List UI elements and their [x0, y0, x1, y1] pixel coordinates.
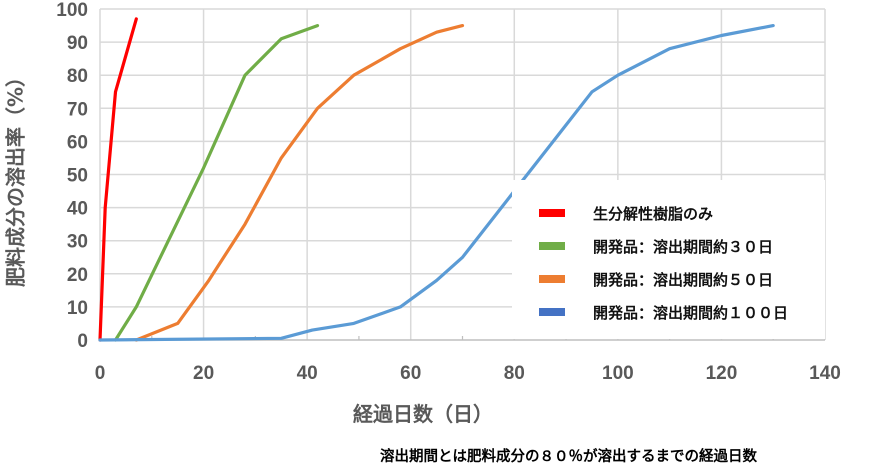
tick-labels: 0 10 20 30 40 50 60 70 80 90 100 0 20 40 60 80 100 120 140 — [56, 0, 841, 384]
legend-label: 開発品：溶出期間約３０日 — [593, 237, 774, 256]
legend-item-resin-only: 生分解性樹脂のみ — [539, 203, 713, 223]
svg-text:120: 120 — [706, 363, 738, 384]
legend-swatch-icon — [539, 308, 565, 316]
svg-text:20: 20 — [193, 363, 214, 384]
legend-item-30-days: 開発品：溶出期間約３０日 — [539, 236, 773, 256]
svg-text:100: 100 — [602, 363, 634, 384]
legend-swatch-icon — [539, 242, 565, 250]
legend-label: 開発品：溶出期間約１００日 — [593, 303, 789, 322]
svg-text:140: 140 — [809, 363, 841, 384]
svg-text:0: 0 — [95, 363, 106, 384]
svg-text:40: 40 — [297, 363, 318, 384]
legend: 生分解性樹脂のみ 開発品：溶出期間約３０日 開発品：溶出期間約５０日 開発品：溶… — [512, 180, 825, 339]
y-axis-title: 肥料成分の溶出率（%） — [3, 66, 28, 288]
svg-text:90: 90 — [67, 33, 88, 54]
legend-swatch-icon — [539, 209, 565, 217]
series-line-1 — [113, 24, 320, 342]
series-line-0 — [98, 17, 138, 342]
svg-text:80: 80 — [67, 66, 88, 87]
legend-item-50-days: 開発品：溶出期間約５０日 — [539, 269, 773, 289]
svg-text:0: 0 — [77, 331, 88, 352]
svg-text:20: 20 — [67, 265, 88, 286]
legend-label: 生分解性樹脂のみ — [593, 204, 714, 223]
svg-text:80: 80 — [504, 363, 525, 384]
svg-text:60: 60 — [67, 132, 88, 153]
legend-item-100-days: 開発品：溶出期間約１００日 — [539, 302, 788, 322]
legend-swatch-icon — [539, 275, 565, 283]
svg-text:30: 30 — [67, 232, 88, 253]
svg-text:100: 100 — [56, 0, 88, 21]
data-series — [98, 17, 775, 342]
series-line-2 — [134, 24, 465, 342]
legend-label: 開発品：溶出期間約５０日 — [593, 270, 774, 289]
svg-text:40: 40 — [67, 199, 88, 220]
svg-text:10: 10 — [67, 298, 88, 319]
svg-text:70: 70 — [67, 99, 88, 120]
svg-text:60: 60 — [400, 363, 421, 384]
series-line-3 — [98, 24, 775, 342]
footnote: 溶出期間とは肥料成分の８０％が溶出するまでの経過日数 — [380, 449, 757, 465]
x-axis-title: 経過日数（日） — [353, 402, 493, 426]
svg-text:50: 50 — [67, 166, 88, 187]
